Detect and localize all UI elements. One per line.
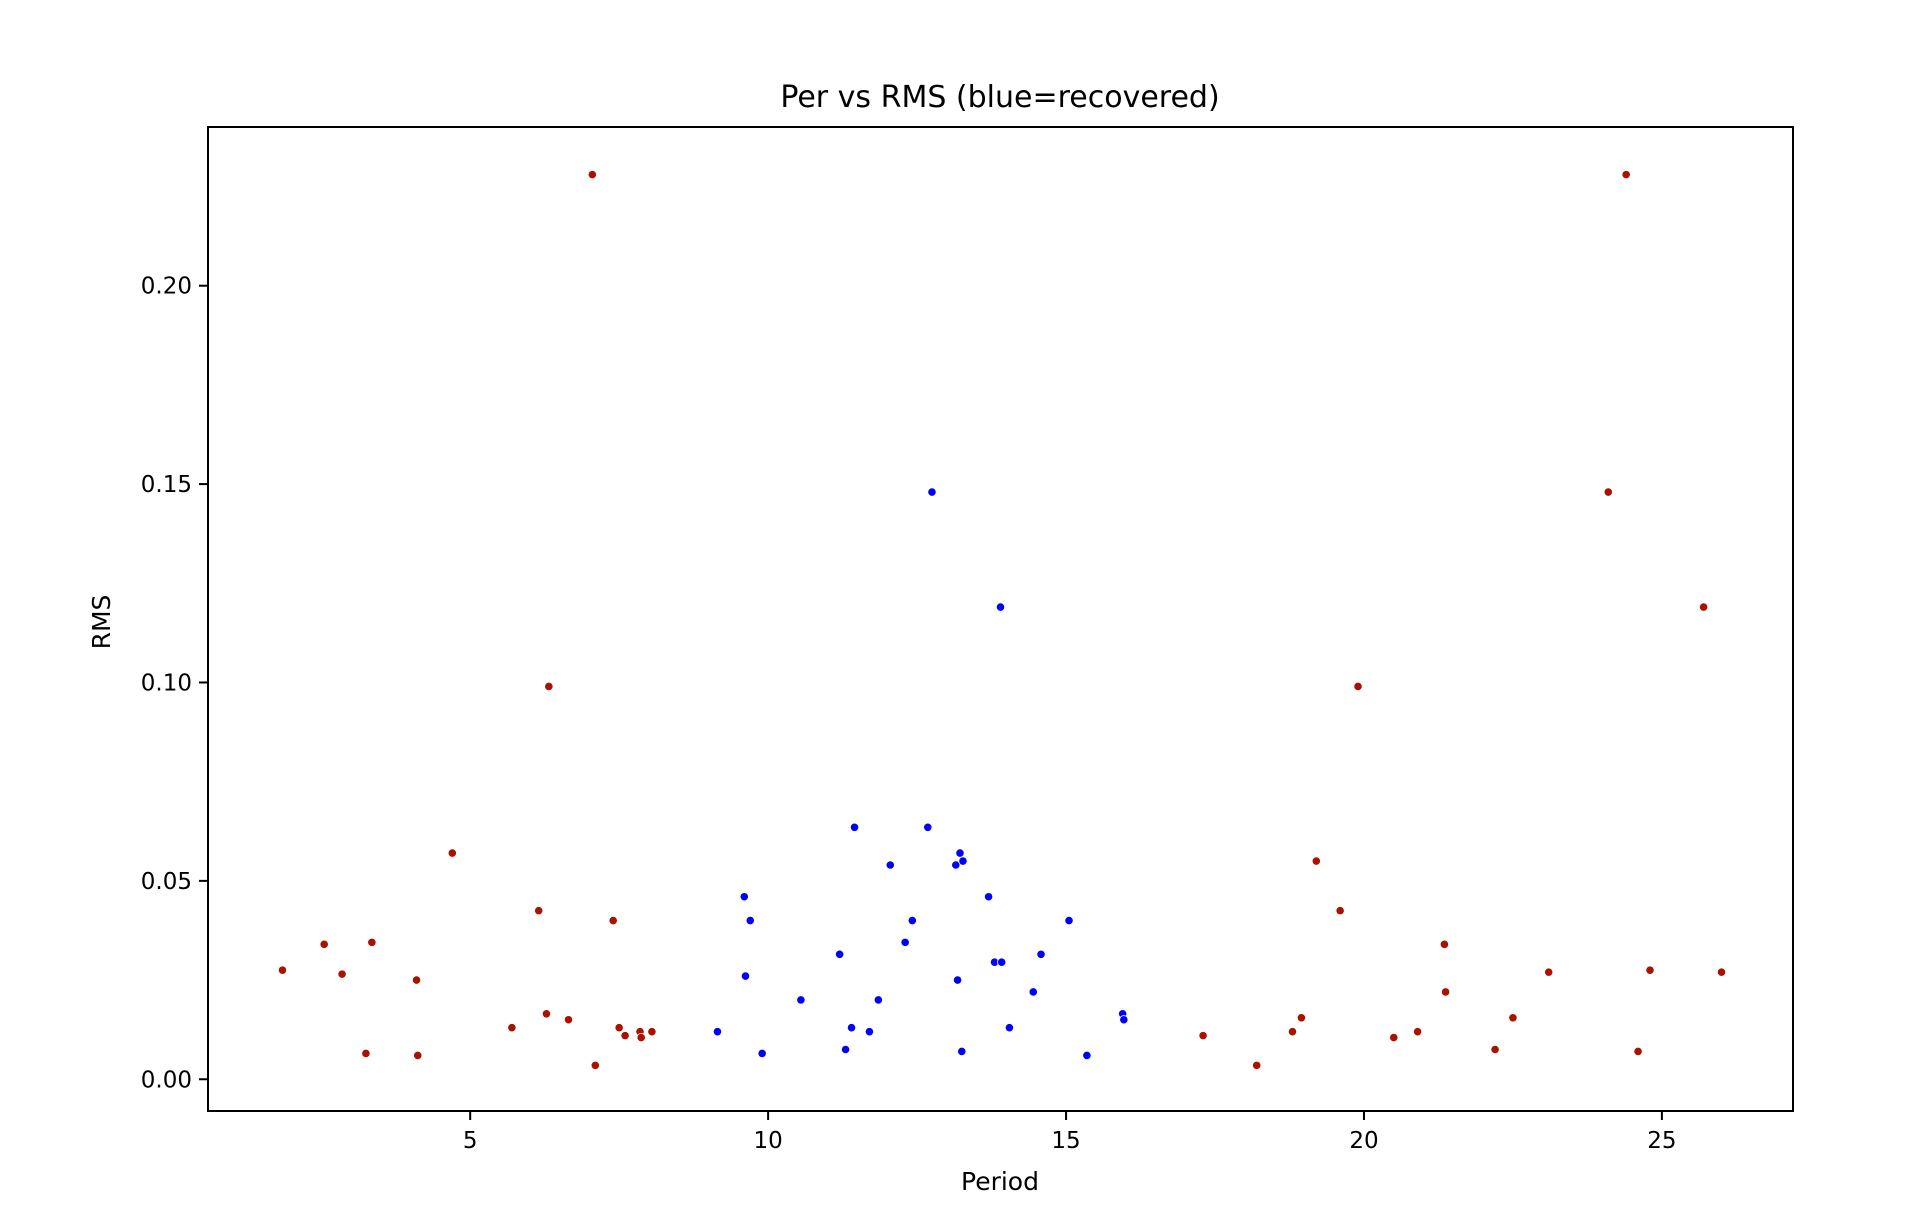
data-point-red — [614, 1023, 624, 1033]
plot-area-frame — [207, 126, 1794, 1112]
data-point-red — [636, 1032, 646, 1043]
chart-title: Per vs RMS (blue=recovered) — [780, 80, 1219, 115]
data-point-red — [647, 1027, 657, 1037]
data-point-red — [541, 1009, 552, 1019]
data-point-blue — [835, 949, 845, 959]
data-point-red — [1490, 1044, 1500, 1055]
x-tick-label: 20 — [1349, 1128, 1378, 1154]
y-axis-ticks: 0.00 0.05 0.10 0.15 0.20 — [141, 274, 208, 1093]
data-point-red — [411, 975, 422, 985]
y-tick-label: 0.05 — [141, 869, 192, 895]
data-point-blue — [740, 971, 751, 981]
data-point-red — [1441, 987, 1451, 997]
data-point-red — [1699, 602, 1709, 612]
data-point-red — [1645, 965, 1655, 975]
data-point-red — [1716, 967, 1727, 977]
data-point-red — [1389, 1032, 1399, 1043]
data-point-blue — [885, 860, 895, 870]
data-point-red — [319, 939, 329, 949]
data-point-red — [413, 1050, 423, 1061]
data-point-blue — [840, 1044, 851, 1055]
data-point-blue — [983, 892, 994, 902]
data-point-red — [1198, 1031, 1208, 1041]
data-point-red — [1252, 1060, 1262, 1070]
data-point-red — [1311, 856, 1321, 866]
data-point-blue — [1004, 1023, 1015, 1033]
data-point-blue — [864, 1027, 875, 1037]
data-point-red — [587, 170, 597, 180]
data-point-red — [620, 1031, 630, 1041]
data-point-blue — [739, 892, 749, 902]
data-point-red — [1335, 906, 1345, 916]
y-axis-label: RMS — [87, 595, 116, 650]
data-point-blue — [1064, 915, 1074, 926]
data-point-red — [1287, 1027, 1298, 1037]
data-point-blue — [757, 1048, 767, 1059]
data-point-blue — [873, 995, 883, 1005]
data-point-blue — [1119, 1015, 1129, 1025]
data-point-red — [1544, 967, 1554, 977]
data-point-red — [1621, 170, 1631, 180]
x-tick-label: 15 — [1051, 1128, 1080, 1154]
data-point-red — [534, 906, 544, 916]
data-point-blue — [955, 848, 965, 858]
data-point-red — [1439, 939, 1450, 949]
data-point-red — [1633, 1046, 1643, 1057]
data-point-blue — [1036, 949, 1046, 959]
data-point-blue — [952, 975, 963, 985]
data-point-red — [608, 915, 618, 926]
data-point-red — [544, 681, 554, 692]
x-axis-ticks: 5 10 15 20 25 — [463, 1111, 1677, 1154]
data-point-blue — [1082, 1050, 1092, 1061]
data-point-red — [367, 937, 377, 947]
data-point-red — [1296, 1013, 1307, 1023]
data-point-red — [1508, 1013, 1518, 1023]
data-point-red — [361, 1048, 371, 1059]
x-tick-label: 5 — [463, 1128, 478, 1154]
data-point-blue — [907, 915, 917, 926]
data-point-red — [1413, 1027, 1423, 1037]
data-point-blue — [958, 856, 968, 866]
y-tick-label: 0.20 — [141, 274, 192, 300]
data-point-red — [1603, 487, 1613, 497]
x-tick-label: 25 — [1647, 1128, 1676, 1154]
data-point-blue — [957, 1046, 967, 1057]
y-tick-label: 0.00 — [141, 1067, 192, 1093]
data-point-blue — [849, 822, 860, 832]
data-point-red — [563, 1015, 574, 1025]
data-point-red — [337, 969, 347, 979]
data-point-red — [507, 1023, 517, 1033]
data-point-blue — [997, 957, 1007, 967]
data-point-blue — [951, 860, 961, 870]
data-point-blue — [846, 1023, 857, 1033]
data-point-red — [1353, 681, 1363, 692]
data-point-blue — [923, 822, 933, 832]
data-point-blue — [1028, 987, 1038, 997]
y-tick-label: 0.10 — [141, 670, 192, 696]
data-point-blue — [712, 1027, 723, 1037]
data-points — [277, 170, 1727, 1070]
data-point-blue — [900, 937, 910, 947]
data-point-blue — [745, 915, 755, 926]
data-point-blue — [927, 487, 937, 497]
x-axis-label: Period — [961, 1167, 1039, 1196]
y-tick-label: 0.15 — [141, 472, 192, 498]
data-point-red — [277, 965, 288, 975]
data-point-blue — [796, 995, 806, 1005]
data-point-blue — [995, 602, 1006, 612]
data-point-red — [590, 1060, 600, 1070]
x-tick-label: 10 — [753, 1128, 782, 1154]
data-point-red — [447, 848, 457, 858]
